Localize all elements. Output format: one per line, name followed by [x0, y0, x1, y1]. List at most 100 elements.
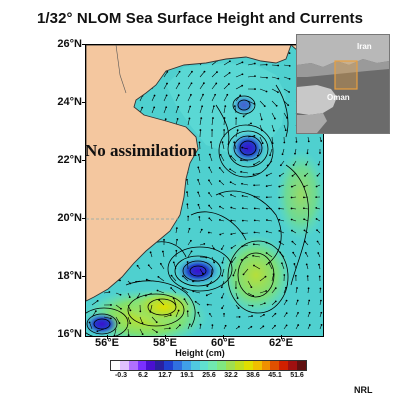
current-arrow: [280, 252, 285, 258]
current-arrow-head: [228, 83, 230, 85]
current-arrow-head: [285, 312, 288, 315]
current-arrow-head: [186, 178, 188, 181]
land-oman: [86, 45, 292, 302]
current-arrow-head: [218, 219, 221, 221]
current-arrow-head: [253, 134, 256, 137]
current-arrow-head: [230, 233, 233, 236]
colorbar-tick-label: 45.1: [268, 372, 282, 379]
current-arrow-head: [202, 272, 204, 275]
current-arrow-head: [274, 287, 277, 290]
current-arrow: [170, 287, 177, 294]
ssh-field-svg: [86, 45, 323, 336]
colorbar-segment: [261, 361, 271, 370]
current-arrow-head: [279, 164, 282, 167]
current-arrow-head: [308, 299, 311, 302]
current-arrow-head: [221, 261, 224, 264]
current-arrow-head: [224, 324, 227, 327]
current-arrow: [233, 142, 237, 150]
current-arrow-head: [136, 264, 139, 267]
tick-18n: [82, 276, 86, 277]
current-arrow-head: [316, 229, 318, 232]
current-arrow-head: [192, 290, 195, 293]
current-arrow-head: [139, 310, 142, 313]
current-arrow: [241, 183, 249, 186]
current-arrow-head: [236, 129, 239, 132]
current-arrow-head: [158, 299, 160, 301]
current-arrow-head: [305, 263, 308, 266]
current-arrow: [283, 76, 290, 80]
current-arrow-head: [164, 118, 167, 121]
current-arrow-head: [266, 164, 269, 167]
current-arrow-head: [237, 307, 240, 309]
current-arrow: [157, 290, 165, 294]
current-arrow-head: [219, 205, 221, 208]
current-arrow-head: [179, 324, 181, 327]
current-arrow: [229, 169, 237, 174]
current-arrow-head: [129, 322, 132, 325]
colorbar-segment: [243, 361, 253, 370]
current-arrow: [223, 117, 225, 126]
current-arrow: [91, 310, 97, 318]
current-arrow-head: [230, 261, 233, 263]
current-arrow-head: [200, 117, 203, 120]
current-arrow-head: [176, 238, 178, 241]
current-arrow-head: [272, 129, 275, 132]
current-arrow-head: [307, 140, 310, 143]
colorbar-segment: [173, 361, 182, 370]
colorbar-segment: [181, 361, 191, 370]
current-arrow-head: [230, 247, 233, 249]
current-arrow-head: [254, 88, 256, 90]
current-arrow: [257, 148, 261, 156]
colorbar-segment: [146, 361, 156, 370]
colorbar-segment: [128, 361, 138, 370]
current-arrow: [253, 243, 261, 246]
current-arrow-head: [240, 170, 242, 173]
current-arrow-head: [211, 129, 213, 131]
current-arrow: [230, 155, 237, 162]
current-arrow-head: [265, 174, 268, 177]
current-arrow-head: [223, 129, 225, 131]
current-arrow-head: [219, 153, 222, 156]
current-arrow-head: [229, 60, 231, 63]
current-arrow-head: [233, 105, 236, 107]
current-arrow-head: [307, 287, 310, 290]
current-arrow-head: [303, 218, 306, 221]
current-arrow-head: [156, 289, 159, 292]
current-arrow-head: [253, 163, 255, 166]
current-arrow-head: [292, 164, 295, 166]
current-arrow: [187, 251, 192, 258]
current-arrow-head: [287, 104, 290, 106]
colorbar-segment: [137, 361, 147, 370]
current-arrow: [283, 88, 290, 93]
current-arrow: [206, 292, 213, 296]
current-arrow-head: [242, 115, 245, 118]
current-arrow-head: [206, 285, 209, 288]
current-arrow-head: [315, 196, 318, 199]
current-arrow-head: [275, 104, 278, 107]
current-arrow-head: [241, 182, 243, 185]
current-arrow: [283, 64, 290, 67]
current-arrow-head: [303, 185, 306, 188]
current-arrow-head: [304, 174, 306, 177]
lon-label-62e: 62°E: [269, 337, 293, 349]
current-arrow: [230, 194, 237, 198]
current-arrow: [283, 124, 287, 131]
current-arrow: [219, 167, 225, 174]
current-arrow-head: [156, 331, 158, 334]
current-arrow: [199, 268, 204, 274]
current-arrow-head: [141, 322, 144, 325]
current-arrow: [195, 301, 201, 306]
current-arrow: [230, 181, 237, 186]
current-arrow-head: [252, 295, 255, 297]
current-arrow-head: [149, 251, 152, 254]
current-arrow-head: [175, 249, 178, 252]
current-arrow: [281, 263, 285, 270]
current-arrow-head: [295, 140, 298, 143]
current-arrow: [199, 83, 205, 90]
current-arrow: [163, 107, 167, 114]
current-arrow: [127, 328, 129, 336]
current-arrow-head: [278, 207, 281, 210]
current-arrow: [193, 291, 201, 294]
current-arrow-head: [170, 287, 172, 289]
eddy-low-gulf: [232, 95, 256, 115]
